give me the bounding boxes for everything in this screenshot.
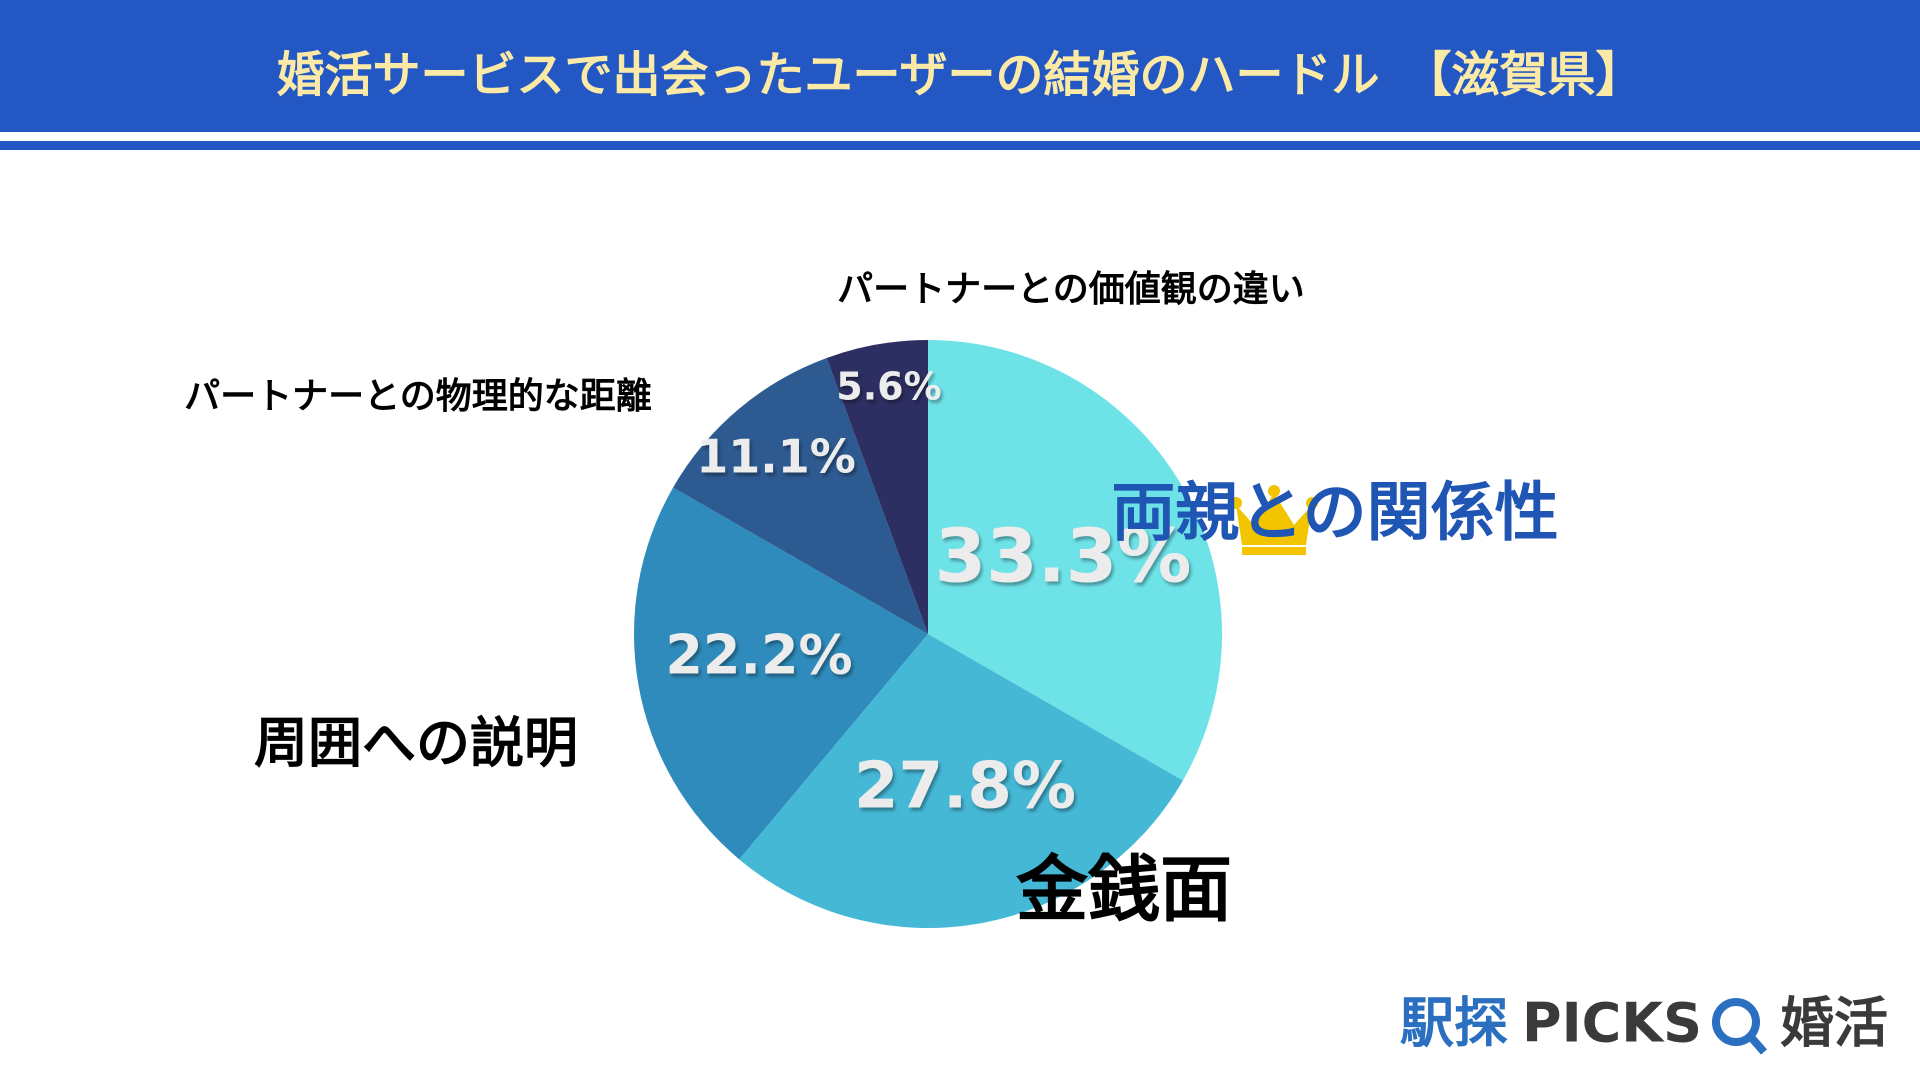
value-label: 5.6% — [836, 365, 941, 409]
logo-brand: 駅探 — [1400, 992, 1508, 1055]
pie-slice — [673, 358, 928, 634]
header-band — [0, 0, 1920, 132]
pie-slice — [739, 634, 1183, 928]
category-label: 金銭面 — [1015, 848, 1232, 932]
logo-magnifier — [1712, 998, 1760, 1046]
chart-title: 婚活サービスで出会ったユーザーの結婚のハードル 【滋賀県】 — [276, 47, 1643, 103]
crown-icon — [1230, 485, 1318, 555]
logo-picks: PICKS — [1522, 992, 1702, 1055]
logo-service: 婚活 — [1780, 992, 1888, 1055]
logo-magnifier-handle — [1746, 1033, 1768, 1055]
value-label: 22.2% — [665, 624, 852, 687]
category-label: 両親との関係性 — [1111, 477, 1558, 551]
logo: 駅探 PICKS 婚活 — [1400, 992, 1888, 1055]
category-label: パートナーとの価値観の違い — [837, 269, 1305, 310]
pie-slice — [826, 340, 928, 634]
pie-slice — [634, 487, 928, 860]
pie-slice — [928, 340, 1222, 781]
category-label: 周囲への説明 — [254, 712, 578, 775]
header-stripe — [0, 141, 1920, 150]
value-label: 33.3% — [935, 514, 1192, 600]
value-label: 11.1% — [696, 430, 856, 484]
value-label: 27.8% — [854, 750, 1076, 824]
category-label: パートナーとの物理的な距離 — [184, 376, 652, 417]
